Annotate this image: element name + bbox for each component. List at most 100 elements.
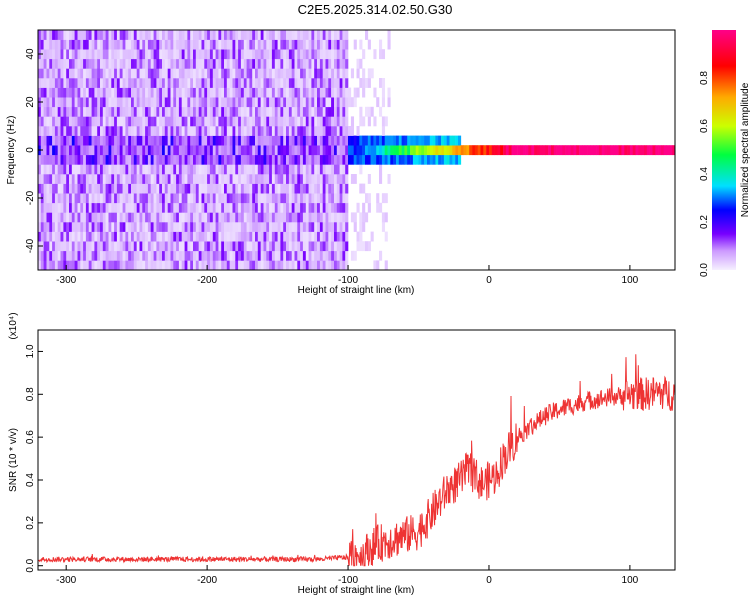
heatmap-cell — [263, 174, 267, 184]
heatmap-cell — [63, 87, 67, 98]
heatmap-cell — [164, 126, 168, 136]
heatmap-cell — [142, 183, 146, 194]
heatmap-cell — [322, 49, 326, 60]
heatmap-cell — [277, 39, 281, 50]
heatmap-cell — [328, 212, 332, 223]
heatmap-cell — [334, 68, 338, 79]
heatmap-cell — [142, 97, 146, 108]
heatmap-cell — [334, 260, 338, 270]
heatmap-cell — [221, 97, 225, 108]
heatmap-cell — [243, 145, 247, 156]
heatmap-cell — [297, 174, 301, 184]
heatmap-cell — [235, 183, 239, 194]
heatmap-cell — [328, 202, 332, 213]
heatmap-cell — [54, 154, 59, 165]
heatmap-cell — [373, 87, 377, 98]
heatmap-cell — [277, 106, 281, 117]
heatmap-cell — [97, 135, 101, 146]
heatmap-cell — [252, 193, 256, 204]
heatmap-cell — [60, 39, 64, 50]
heatmap-cell — [539, 145, 543, 156]
heatmap-cell — [302, 97, 307, 108]
heatmap-cell — [246, 212, 250, 223]
heatmap-cell — [235, 241, 239, 252]
heatmap-cell — [435, 145, 439, 156]
heatmap-cell — [207, 183, 211, 194]
heatmap-cell — [435, 154, 439, 165]
heatmap-cell — [232, 135, 236, 146]
heatmap-cell — [122, 106, 126, 117]
heatmap-cell — [291, 78, 295, 88]
heatmap-cell — [178, 183, 183, 194]
heatmap-cell — [260, 174, 264, 184]
heatmap-cell — [286, 183, 290, 194]
heatmap-cell — [125, 49, 129, 60]
heatmap-cell — [164, 260, 168, 270]
heatmap-cell — [46, 193, 50, 204]
heatmap-cell — [74, 231, 78, 242]
heatmap-cell — [302, 116, 307, 127]
heatmap-cell — [153, 183, 157, 194]
heatmap-cell — [116, 260, 121, 270]
heatmap-cell — [274, 231, 278, 242]
heatmap-cell — [198, 164, 202, 175]
heatmap-cell — [54, 30, 59, 40]
heatmap-cell — [300, 231, 304, 242]
heatmap-cell — [176, 222, 180, 232]
heatmap-cell — [308, 174, 312, 184]
heatmap-cell — [150, 212, 154, 223]
heatmap-cell — [322, 241, 326, 252]
heatmap-cell — [260, 250, 264, 261]
heatmap-cell — [209, 202, 214, 213]
heatmap-cell — [136, 231, 140, 242]
heatmap-cell — [54, 78, 59, 88]
heatmap-cell — [274, 116, 278, 127]
heatmap-cell — [221, 154, 225, 165]
heatmap-cell — [173, 30, 177, 40]
heatmap-cell — [224, 106, 228, 117]
heatmap-cell — [156, 30, 160, 40]
heatmap-cell — [317, 30, 321, 40]
heatmap-cell — [187, 164, 191, 175]
heatmap-cell — [88, 183, 92, 194]
heatmap-cell — [139, 222, 143, 232]
heatmap-cell — [305, 260, 309, 270]
heatmap-cell — [159, 145, 163, 156]
heatmap-cell — [102, 193, 106, 204]
heatmap-cell — [54, 260, 59, 270]
heatmap-cell — [319, 154, 324, 165]
heatmap-cell — [384, 154, 388, 165]
heatmap-cell — [370, 154, 374, 165]
heatmap-cell — [178, 135, 183, 146]
heatmap-cell — [207, 68, 211, 79]
heatmap-cell — [305, 164, 309, 175]
heatmap-cell — [317, 87, 321, 98]
heatmap-cell — [522, 145, 526, 156]
heatmap-cell — [119, 39, 123, 50]
heatmap-cell — [297, 260, 301, 270]
heatmap-cell — [80, 106, 84, 117]
heatmap-cell — [480, 145, 484, 156]
heatmap-cell — [105, 193, 109, 204]
heatmap-cell — [131, 106, 135, 117]
heatmap-cell — [54, 39, 59, 50]
heatmap-cell — [221, 68, 225, 79]
heatmap-cell — [54, 241, 59, 252]
heatmap-cell — [91, 193, 95, 204]
heatmap-cell — [300, 30, 304, 40]
heatmap-cell — [325, 49, 329, 60]
heatmap-cell — [60, 250, 64, 261]
heatmap-cell — [531, 145, 535, 156]
heatmap-cell — [590, 145, 594, 156]
heatmap-cell — [221, 222, 225, 232]
heatmap-cell — [52, 174, 56, 184]
heatmap-cell — [271, 39, 276, 50]
heatmap-cell — [381, 87, 386, 98]
heatmap-cell — [362, 222, 366, 232]
heatmap-cell — [167, 116, 171, 127]
heatmap-cell — [243, 106, 247, 117]
heatmap-cell — [77, 202, 81, 213]
heatmap-cell — [133, 135, 137, 146]
heatmap-cell — [331, 164, 335, 175]
